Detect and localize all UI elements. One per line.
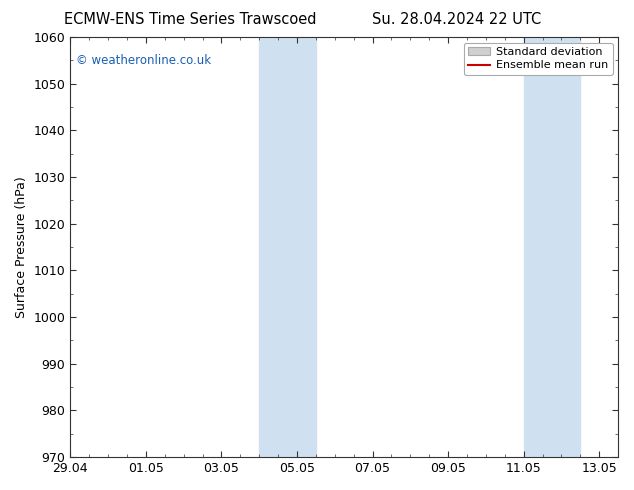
Y-axis label: Surface Pressure (hPa): Surface Pressure (hPa) (15, 176, 28, 318)
Legend: Standard deviation, Ensemble mean run: Standard deviation, Ensemble mean run (463, 43, 612, 75)
Text: Su. 28.04.2024 22 UTC: Su. 28.04.2024 22 UTC (372, 12, 541, 27)
Bar (259, 37, 316, 457)
Bar (524, 37, 580, 457)
Text: © weatheronline.co.uk: © weatheronline.co.uk (76, 54, 211, 67)
Text: ECMW-ENS Time Series Trawscoed: ECMW-ENS Time Series Trawscoed (64, 12, 316, 27)
